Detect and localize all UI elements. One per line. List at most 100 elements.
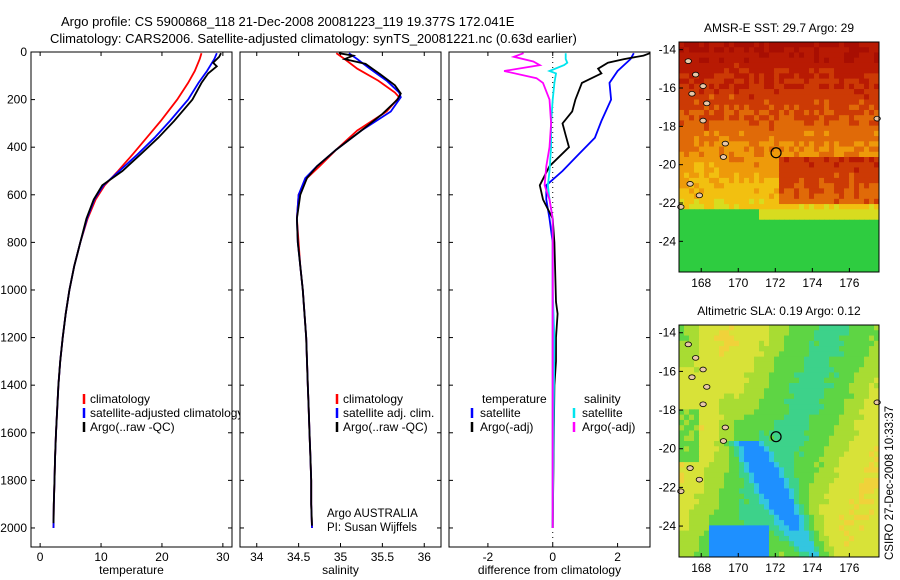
map-cell (774, 130, 780, 137)
map-cell (754, 99, 760, 106)
map-cell (784, 367, 790, 373)
map-cell (789, 340, 795, 347)
map-cell (749, 52, 755, 59)
map-cell (844, 266, 850, 273)
map-cell (689, 530, 695, 537)
map-cell (844, 261, 850, 268)
map-cell (839, 94, 845, 100)
map-cell (784, 409, 790, 416)
map-cell (709, 493, 715, 500)
map-cell (679, 120, 685, 127)
map-cell (769, 62, 775, 69)
map-cell (849, 89, 855, 95)
map-cell (809, 335, 815, 342)
map-cell (849, 261, 855, 268)
map-cell (824, 446, 830, 453)
map-cell (749, 89, 755, 95)
map-cell (824, 235, 830, 242)
map-cell (784, 214, 790, 221)
map-cell (874, 167, 880, 174)
map-cell (799, 414, 805, 421)
map-cell (749, 430, 755, 437)
map-cell (689, 409, 695, 416)
map-cell (699, 504, 705, 511)
map-cell (814, 57, 820, 64)
map-cell (834, 73, 840, 80)
map-cell (874, 109, 880, 116)
map-cell (709, 488, 715, 495)
map-cell (774, 104, 780, 111)
map-cell (839, 398, 845, 405)
map-cell (779, 183, 785, 189)
map-cell (824, 509, 830, 516)
map-cell (799, 130, 805, 137)
map-cell (799, 198, 805, 205)
map-cell (784, 256, 790, 263)
map-cell (679, 151, 685, 158)
map-cell (699, 151, 705, 158)
map-cell (759, 425, 765, 431)
map-cell (794, 346, 800, 352)
map-cell (849, 499, 855, 505)
map-cell (754, 419, 760, 426)
map-cell (794, 430, 800, 437)
map-cell (859, 419, 865, 426)
map-cell (869, 335, 875, 342)
map-cell (679, 546, 685, 553)
map-title: Altimetric SLA: 0.19 Argo: 0.12 (697, 304, 861, 318)
map-cell (774, 488, 780, 495)
map-cell (794, 325, 800, 331)
map-cell (784, 251, 790, 257)
map-cell (839, 209, 845, 215)
legend-label: satellite-adjusted climatology (90, 406, 243, 420)
map-cell (799, 409, 805, 416)
map-cell (789, 346, 795, 352)
map-cell (724, 499, 730, 505)
map-cell (714, 136, 720, 142)
map-cell (859, 467, 865, 474)
map-cell (699, 57, 705, 64)
map-cell (729, 146, 735, 153)
map-cell (704, 109, 710, 116)
map-cell (774, 551, 780, 558)
map-cell (834, 109, 840, 116)
map-cell (764, 162, 770, 168)
map-cell (769, 188, 775, 195)
map-cell (749, 425, 755, 431)
map-cell (839, 188, 845, 195)
map-cell (724, 162, 730, 168)
map-cell (699, 219, 705, 226)
map-cell (799, 377, 805, 384)
map-cell (754, 509, 760, 516)
map-cell (749, 167, 755, 174)
map-cell (794, 125, 800, 132)
map-cell (774, 219, 780, 226)
map-cell (714, 520, 720, 526)
map-cell (849, 136, 855, 142)
map-cell (764, 509, 770, 516)
map-cell (734, 525, 740, 532)
map-cell (794, 356, 800, 363)
map-cell (859, 425, 865, 431)
map-cell (789, 52, 795, 59)
map-cell (764, 157, 770, 163)
map-cell (699, 409, 705, 416)
map-cell (839, 204, 845, 210)
map-cell (689, 351, 695, 358)
map-cell (709, 441, 715, 447)
map-cell (819, 125, 825, 132)
map-cell (704, 441, 710, 447)
map-cell (704, 472, 710, 479)
map-cell (814, 136, 820, 142)
map-cell (689, 266, 695, 273)
map-cell (839, 456, 845, 463)
map-cell (789, 245, 795, 252)
map-cell (719, 42, 725, 48)
map-cell (779, 441, 785, 447)
map-cell (824, 209, 830, 215)
map-cell (794, 514, 800, 521)
map-cell (774, 383, 780, 389)
map-cell (829, 188, 835, 195)
map-cell (819, 183, 825, 189)
map-cell (719, 204, 725, 210)
